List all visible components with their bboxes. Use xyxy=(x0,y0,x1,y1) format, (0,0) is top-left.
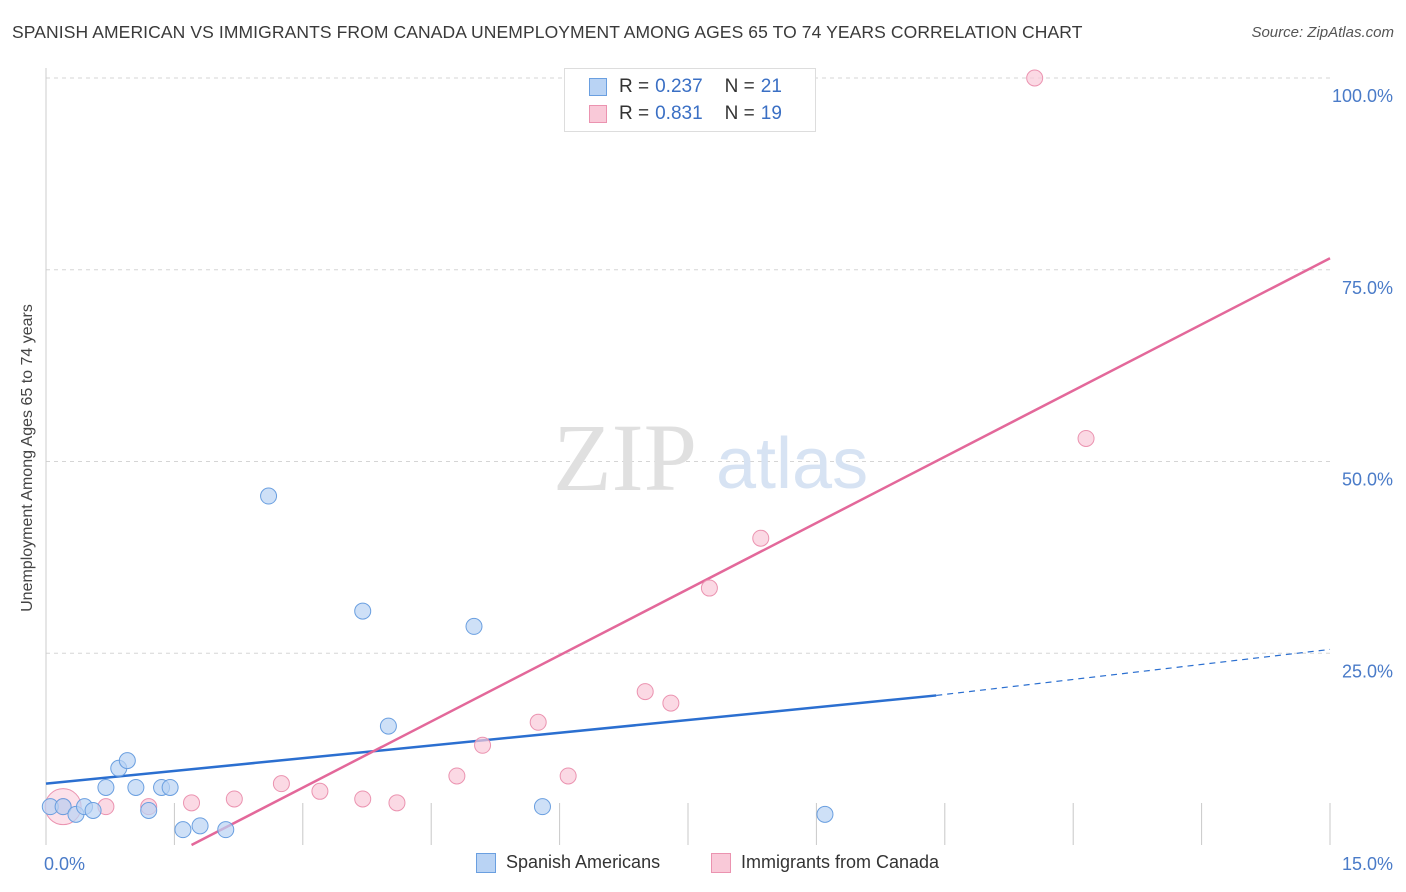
data-point-spanish-americans xyxy=(140,801,158,819)
data-point-spanish-americans xyxy=(217,821,235,839)
data-point-spanish-americans xyxy=(260,487,278,505)
legend-swatch-pink xyxy=(589,105,607,123)
legend-r-label: R = xyxy=(619,76,650,97)
data-point-immigrants-canada xyxy=(272,775,290,793)
data-point-immigrants-canada xyxy=(636,683,654,701)
watermark-atlas: atlas xyxy=(716,424,868,504)
trend-lines xyxy=(45,257,1331,847)
legend-swatch-blue xyxy=(589,78,607,96)
data-point-immigrants-canada xyxy=(662,694,680,712)
data-point-immigrants-canada xyxy=(752,529,770,547)
trend-line-spanish-americans xyxy=(45,694,937,785)
data-point-spanish-americans xyxy=(54,798,72,816)
legend-label: Immigrants from Canada xyxy=(741,852,940,872)
data-point-spanish-americans xyxy=(174,821,192,839)
legend-n-label: N = xyxy=(724,76,755,97)
legend-label: Spanish Americans xyxy=(506,852,661,872)
data-point-spanish-americans xyxy=(127,778,145,796)
data-point-spanish-americans xyxy=(465,617,483,635)
x-tick-label: 15.0% xyxy=(1342,854,1393,874)
legend-swatch-blue xyxy=(476,852,496,873)
legend-r-label: R = xyxy=(619,103,650,124)
data-point-immigrants-canada xyxy=(1026,69,1044,87)
data-point-immigrants-canada xyxy=(529,713,547,731)
y-tick-label: 100.0% xyxy=(1332,86,1393,106)
data-point-immigrants-canada xyxy=(474,736,492,754)
chart-title: SPANISH AMERICAN VS IMMIGRANTS FROM CANA… xyxy=(12,22,1083,42)
data-point-immigrants-canada xyxy=(311,782,329,800)
watermark-zip: ZIP xyxy=(553,404,697,511)
legend-r-value: 0.237 xyxy=(655,76,703,97)
trend-line-extrapolated xyxy=(936,648,1331,697)
data-point-spanish-americans xyxy=(816,805,834,823)
data-point-immigrants-canada xyxy=(354,790,372,808)
data-point-immigrants-canada xyxy=(388,794,406,812)
data-point-immigrants-canada xyxy=(559,767,577,785)
data-point-spanish-americans xyxy=(97,778,115,796)
data-point-spanish-americans xyxy=(84,801,102,819)
data-points xyxy=(41,69,1095,839)
y-tick-label: 50.0% xyxy=(1342,470,1393,490)
trend-line-immigrants-canada xyxy=(190,257,1331,847)
correlation-legend: R = 0.237 N = 21 R = 0.831 N = 19 xyxy=(564,68,816,132)
legend-n-label: N = xyxy=(724,103,755,124)
data-point-immigrants-canada xyxy=(183,794,201,812)
series-legend: Spanish Americans Immigrants from Canada xyxy=(0,852,1406,878)
legend-row-spanish-americans: R = 0.237 N = 21 xyxy=(589,75,782,99)
data-point-spanish-americans xyxy=(379,717,397,735)
data-point-spanish-americans xyxy=(191,817,209,835)
legend-n-value: 19 xyxy=(760,103,782,124)
legend-swatch-pink xyxy=(711,852,731,873)
y-tick-label: 75.0% xyxy=(1342,278,1393,298)
data-point-spanish-americans xyxy=(533,798,551,816)
legend-row-immigrants-canada: R = 0.831 N = 19 xyxy=(589,102,782,126)
legend-r-value: 0.831 xyxy=(655,103,703,124)
grid-layer xyxy=(46,77,1330,654)
legend-item-immigrants-canada[interactable]: Immigrants from Canada xyxy=(711,852,939,873)
source-label: Source: ZipAtlas.com xyxy=(1251,24,1394,41)
data-point-immigrants-canada xyxy=(700,579,718,597)
x-tick-label: 0.0% xyxy=(44,854,85,874)
data-point-spanish-americans xyxy=(118,752,136,770)
data-point-immigrants-canada xyxy=(1077,429,1095,447)
data-point-immigrants-canada xyxy=(225,790,243,808)
legend-item-spanish-americans[interactable]: Spanish Americans xyxy=(476,852,660,873)
y-tick-label: 25.0% xyxy=(1342,661,1393,681)
data-point-spanish-americans xyxy=(161,778,179,796)
data-point-immigrants-canada xyxy=(448,767,466,785)
data-point-spanish-americans xyxy=(354,602,372,620)
watermark: ZIP atlas xyxy=(553,404,868,511)
legend-n-value: 21 xyxy=(760,76,782,97)
